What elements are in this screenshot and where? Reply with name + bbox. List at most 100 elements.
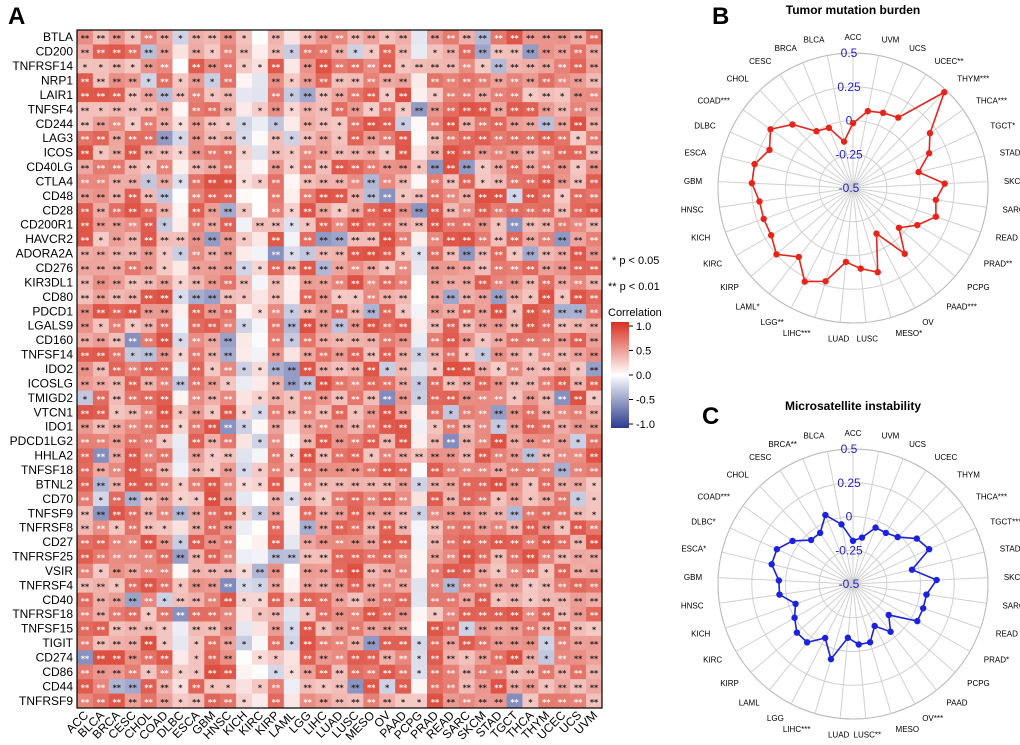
significance-star: ** [113,481,122,490]
significance-star: ** [97,34,106,43]
radar-point [801,278,808,285]
significance-star: ** [81,135,90,144]
heatmap-cell [204,188,221,204]
significance-star: ** [510,222,519,231]
significance-star: ** [526,409,535,418]
heatmap-row-label: CD244 [36,117,74,131]
radar-point [821,634,829,642]
significance-star: ** [192,207,201,216]
significance-star: ** [160,308,169,317]
significance-star: ** [351,308,360,317]
significance-star: ** [447,554,456,563]
significance-star: ** [272,582,281,591]
radar-point [807,536,815,544]
significance-star: ** [160,135,169,144]
significance-star: ** [510,106,519,115]
significance-star: ** [494,49,503,58]
heatmap-cell [299,44,316,60]
significance-star: ** [431,207,440,216]
heatmap-cell [236,491,253,507]
heatmap-cell [522,174,539,189]
significance-star: ** [526,265,535,274]
significance-star: ** [224,626,233,635]
heatmap-cell [490,231,507,247]
significance-star: ** [590,438,599,447]
significance-star: ** [431,395,440,404]
radar-spoke [852,583,956,673]
significance-star: ** [224,597,233,606]
significance-star: ** [319,640,328,649]
significance-star: ** [526,34,535,43]
significance-star: ** [542,164,551,173]
heatmap-cell [156,159,173,175]
heatmap-cell [140,159,157,175]
significance-star: ** [542,308,551,317]
heatmap-cell [220,116,237,132]
significance-star: * [290,92,295,101]
significance-star: ** [367,164,376,173]
radar-point [795,253,802,261]
heatmap-cell [236,376,253,391]
radar-point [908,566,916,573]
heatmap-cell [204,30,221,45]
significance-star: ** [128,265,137,274]
heatmap-cell [554,87,571,103]
heatmap-row-label: NRP1 [41,73,73,87]
heatmap-cell [108,116,126,132]
heatmap-cell [379,203,396,218]
heatmap-cell [140,231,157,247]
significance-star: ** [431,640,440,649]
significance-star: ** [160,481,169,490]
significance-star: ** [478,323,487,332]
significance-star: ** [128,409,137,418]
significance-star: ** [367,63,376,72]
significance-star: ** [510,438,519,447]
significance-star: ** [97,337,106,346]
significance-star: ** [574,409,583,418]
significance-star: ** [160,683,169,692]
significance-star: ** [97,597,106,606]
significance-star: ** [97,698,106,707]
significance-star: ** [463,424,472,433]
heatmap-cell [236,58,253,74]
significance-star: ** [224,236,233,245]
significance-star: ** [144,395,153,404]
significance-star: * [210,49,215,58]
heatmap-cell [299,102,316,117]
significance-star: ** [574,337,583,346]
significance-star: ** [431,222,440,231]
significance-star: ** [81,308,90,317]
significance-star: ** [97,539,106,548]
significance-star: * [401,106,406,115]
significance-star: ** [335,193,344,202]
significance-star: ** [192,539,201,548]
heatmap-cell [490,116,507,132]
significance-star: ** [113,222,122,231]
significance-star: ** [367,150,376,159]
significance-star: ** [208,510,217,519]
significance-star: * [242,34,247,43]
heatmap-cell [172,563,189,579]
significance-star: ** [478,121,487,130]
significance-star: ** [542,121,551,130]
significance-star: * [178,150,183,159]
heatmap-cell [379,188,396,204]
significance-star: ** [526,193,535,202]
significance-star: ** [399,568,408,577]
significance-star: ** [319,150,328,159]
radar-spoke [852,583,987,604]
heatmap-cell [474,145,491,161]
significance-star: ** [510,554,519,563]
significance-star: * [178,34,183,43]
radar-axis-label: LGG [767,714,784,723]
significance-star: ** [224,554,233,563]
significance-star: ** [447,380,456,389]
significance-star: ** [463,669,472,678]
heatmap-cell [140,73,157,89]
heatmap-cell [140,87,157,103]
significance-star: ** [542,207,551,216]
heatmap-cell [506,159,523,175]
significance-star: ** [590,294,599,303]
heatmap-cell [427,87,444,103]
heatmap-cell [124,188,141,204]
